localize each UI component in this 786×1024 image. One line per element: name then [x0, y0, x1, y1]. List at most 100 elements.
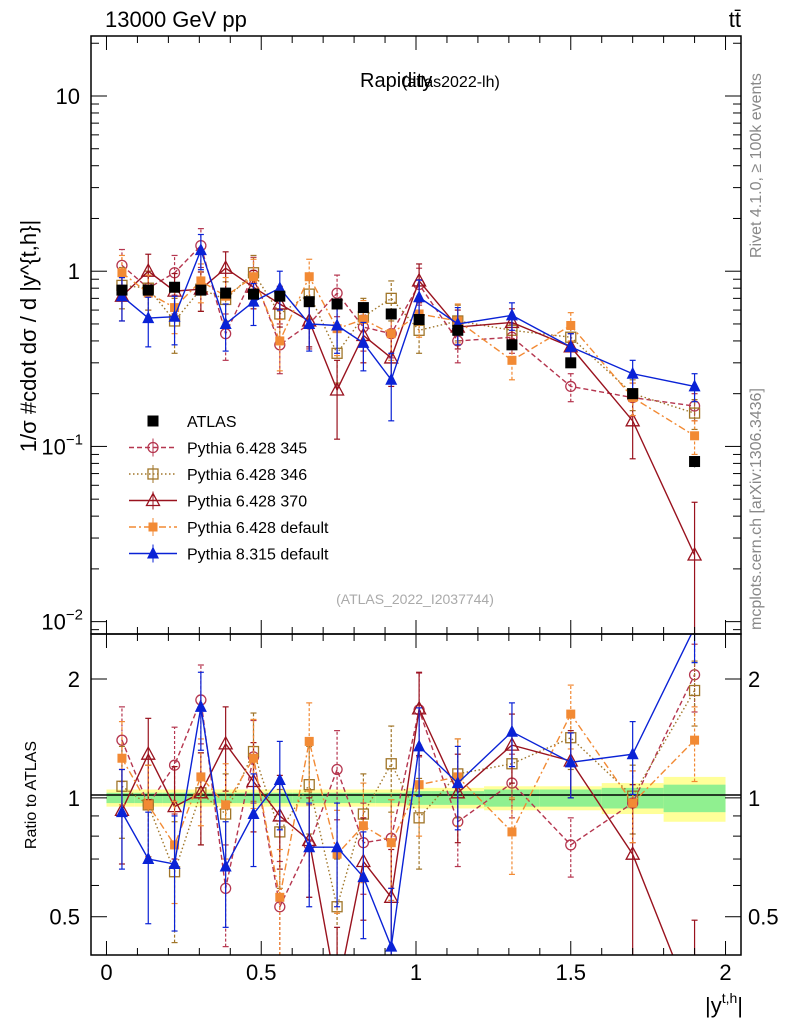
ratio-data-point	[357, 870, 370, 883]
data-point	[196, 276, 206, 286]
x-tick-label: 1.5	[555, 960, 586, 985]
ratio-data-point	[688, 684, 701, 697]
ratio-series-pythia-6-428-default	[117, 684, 700, 955]
legend-label: Pythia 6.428 default	[187, 520, 329, 537]
ratio-data-point	[142, 852, 155, 865]
ratio-panel: 0.5 0.5 1 1 2 2 0 0.5 1 1.5 2 Ratio to ATLAS |yt,…	[23, 633, 779, 1018]
ratio-data-point	[273, 772, 286, 785]
ratio-data-point	[331, 763, 343, 776]
ratio-series-line	[121, 712, 696, 898]
series-atlas	[116, 281, 701, 468]
legend-item-atlas: ATLAS	[147, 414, 237, 431]
legend: ATLAS Pythia 6.428 345 Pythia 6.428 346 Pyt…	[129, 414, 329, 564]
ratio-y-axis: 0.5 0.5 1 1 2 2	[49, 667, 779, 956]
legend-marker	[147, 441, 159, 454]
main-y-tick-label-base: 10	[41, 610, 65, 635]
ratio-data-point	[249, 753, 258, 763]
main-y-tick-label: 1	[68, 259, 80, 284]
x-tick-label: 2	[719, 960, 731, 985]
data-point	[329, 381, 345, 396]
ratio-y-tick-label: 0.5	[49, 905, 80, 930]
legend-item-pythia-6-428-345: Pythia 6.428 345	[129, 438, 307, 458]
legend-item-pythia-6-428-346: Pythia 6.428 346	[129, 465, 307, 484]
ratio-x-axis: 0 0.5 1 1.5 2	[100, 634, 732, 985]
energy-label: 13000 GeV pp	[105, 7, 247, 32]
data-point	[565, 380, 577, 393]
data-point	[686, 546, 703, 561]
main-y-tick-label-exp: −2	[66, 607, 83, 624]
data-point	[247, 294, 260, 307]
legend-label: Pythia 6.428 345	[187, 441, 307, 458]
data-point	[385, 372, 398, 385]
data-point	[413, 290, 426, 303]
data-point	[452, 324, 464, 336]
data-point	[220, 287, 232, 299]
data-point	[116, 284, 128, 296]
ratio-stat-band	[375, 792, 407, 804]
ratio-data-point	[358, 821, 368, 831]
ratio-data-point	[140, 745, 156, 760]
ratio-data-point	[331, 840, 344, 853]
data-point	[357, 302, 369, 314]
ratio-data-point	[116, 734, 128, 746]
ratio-data-point	[218, 735, 234, 750]
main-y-tick-label: 10	[56, 84, 80, 109]
ratio-data-point	[451, 776, 464, 789]
data-point	[627, 388, 639, 400]
data-point	[142, 311, 155, 324]
mcplots-label: mcplots.cern.ch [arXiv:1306.3436]	[748, 388, 765, 630]
ratio-data-point	[219, 859, 232, 872]
legend-marker	[147, 415, 159, 427]
data-point	[331, 318, 344, 331]
ratio-data-layer	[114, 634, 701, 955]
ratio-y-axis-title: Ratio to ATLAS	[23, 741, 40, 849]
main-data-layer	[114, 228, 703, 635]
legend-marker	[145, 492, 161, 507]
ratio-data-point	[143, 800, 153, 810]
ratio-data-point	[275, 892, 285, 902]
series-line	[121, 244, 695, 407]
process-label: tt̄	[729, 7, 741, 32]
ratio-data-point	[628, 798, 638, 808]
legend-label: Pythia 6.428 370	[187, 494, 307, 511]
ratio-data-point	[505, 724, 518, 737]
ratio-data-point	[566, 709, 576, 719]
data-point	[249, 272, 258, 282]
ratio-series-pythia-8-315-default	[115, 634, 698, 955]
ratio-data-point	[386, 838, 396, 848]
ratio-y-tick-label-right: 2	[748, 667, 760, 692]
series-line	[121, 267, 696, 556]
data-point	[506, 339, 518, 351]
data-point	[386, 329, 396, 339]
x-tick-label: 0	[100, 960, 112, 985]
ratio-data-point	[690, 735, 700, 745]
x-tick-label: 1	[410, 960, 422, 985]
legend-marker	[147, 468, 159, 480]
ratio-y-tick-label: 1	[68, 786, 80, 811]
data-point	[689, 456, 701, 468]
ratio-data-point	[196, 772, 206, 782]
data-point	[168, 309, 181, 322]
legend-label: ATLAS	[187, 414, 237, 431]
ratio-data-point	[507, 827, 517, 837]
main-y-tick-label-exp: −1	[66, 431, 83, 448]
x-axis-title: |yt,h|	[705, 990, 743, 1018]
ratio-data-point	[304, 736, 314, 746]
data-point	[565, 357, 577, 369]
data-point	[566, 320, 576, 330]
data-point	[195, 284, 207, 296]
analysis-watermark: (ATLAS_2022_I2037744)	[336, 591, 494, 607]
data-point	[194, 243, 207, 256]
ratio-y-tick-label: 2	[68, 667, 80, 692]
ratio-data-point	[565, 839, 577, 851]
data-point	[303, 296, 315, 308]
ratio-y-tick-label-right: 0.5	[748, 905, 779, 930]
ratio-stat-band	[236, 792, 268, 804]
ratio-series-line	[121, 674, 696, 910]
rivet-version-label: Rivet 4.1.0, ≥ 100k events	[748, 73, 765, 258]
main-y-tick-label: 10−2	[41, 607, 83, 635]
ratio-stat-band	[663, 784, 726, 813]
main-y-tick-label: 10−1	[41, 431, 83, 459]
